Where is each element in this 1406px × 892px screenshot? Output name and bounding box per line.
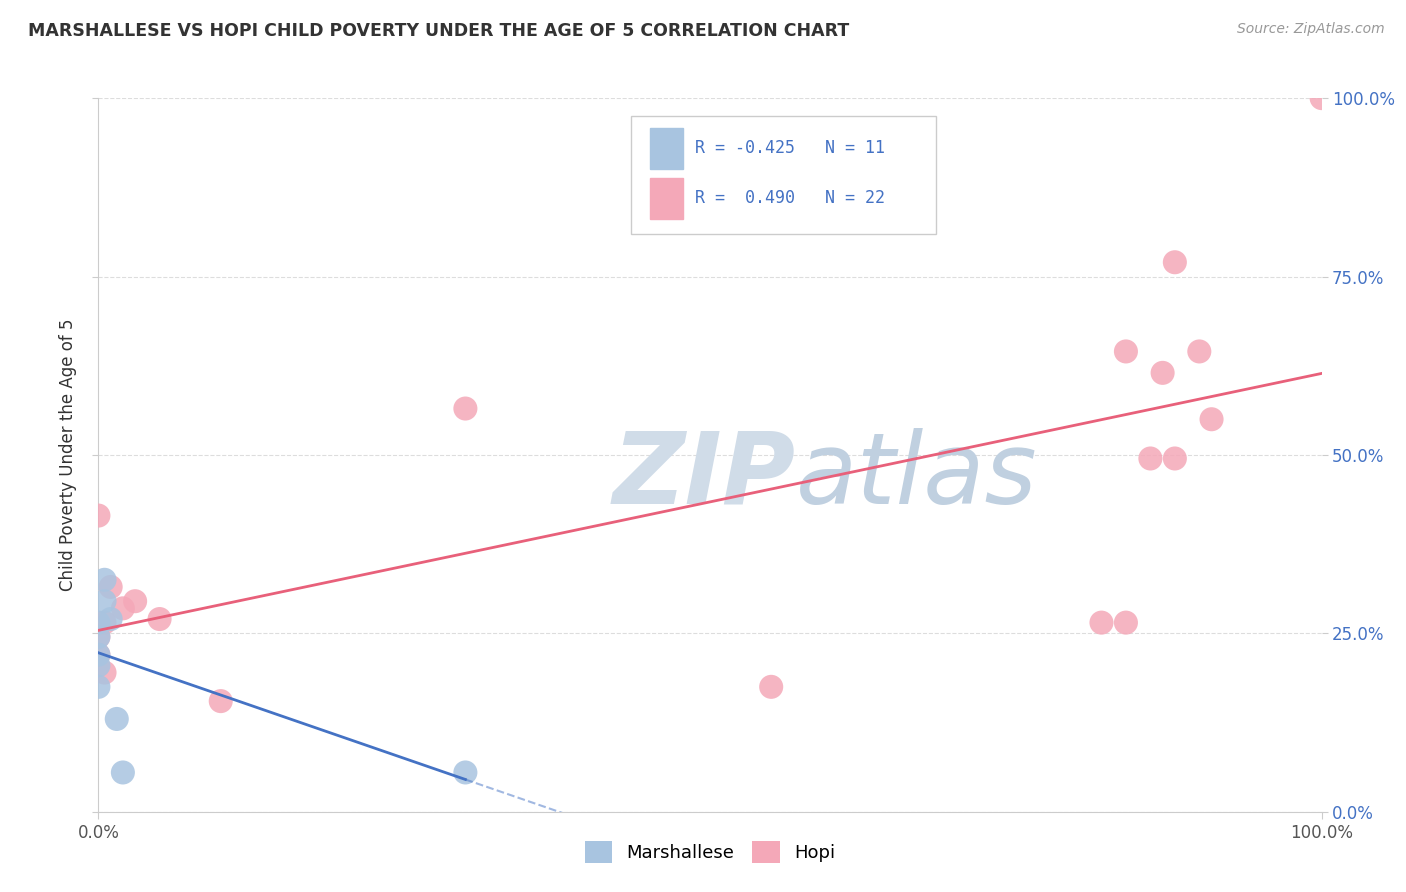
Text: R =  0.490   N = 22: R = 0.490 N = 22 bbox=[696, 189, 886, 207]
Point bbox=[100, 612, 122, 626]
Point bbox=[761, 680, 783, 694]
Point bbox=[100, 580, 122, 594]
Point bbox=[87, 630, 110, 644]
Point bbox=[1139, 451, 1161, 466]
FancyBboxPatch shape bbox=[650, 178, 683, 219]
Point bbox=[1115, 344, 1137, 359]
Point bbox=[87, 615, 110, 630]
Point bbox=[93, 615, 115, 630]
Point bbox=[111, 601, 134, 615]
Point bbox=[1201, 412, 1223, 426]
Point bbox=[1090, 615, 1112, 630]
Point bbox=[1310, 91, 1333, 105]
Text: atlas: atlas bbox=[796, 428, 1038, 524]
Point bbox=[93, 594, 115, 608]
Point bbox=[105, 712, 128, 726]
Point bbox=[209, 694, 232, 708]
Point bbox=[87, 680, 110, 694]
Legend: Marshallese, Hopi: Marshallese, Hopi bbox=[578, 834, 842, 871]
Text: ZIP: ZIP bbox=[612, 428, 796, 524]
Text: R = -0.425   N = 11: R = -0.425 N = 11 bbox=[696, 139, 886, 157]
Point bbox=[93, 665, 115, 680]
Point bbox=[124, 594, 146, 608]
Point bbox=[87, 658, 110, 673]
Point bbox=[454, 765, 477, 780]
Text: MARSHALLESE VS HOPI CHILD POVERTY UNDER THE AGE OF 5 CORRELATION CHART: MARSHALLESE VS HOPI CHILD POVERTY UNDER … bbox=[28, 22, 849, 40]
Text: Source: ZipAtlas.com: Source: ZipAtlas.com bbox=[1237, 22, 1385, 37]
FancyBboxPatch shape bbox=[650, 128, 683, 169]
Point bbox=[1164, 255, 1187, 269]
Y-axis label: Child Poverty Under the Age of 5: Child Poverty Under the Age of 5 bbox=[59, 318, 77, 591]
Point bbox=[149, 612, 172, 626]
Point bbox=[87, 648, 110, 662]
Point bbox=[87, 630, 110, 644]
Point bbox=[87, 648, 110, 662]
FancyBboxPatch shape bbox=[630, 116, 936, 234]
Point bbox=[1164, 451, 1187, 466]
Point bbox=[1115, 615, 1137, 630]
Point bbox=[454, 401, 477, 416]
Point bbox=[87, 508, 110, 523]
Point bbox=[111, 765, 134, 780]
Point bbox=[1152, 366, 1174, 380]
Point bbox=[1188, 344, 1211, 359]
Point bbox=[93, 573, 115, 587]
